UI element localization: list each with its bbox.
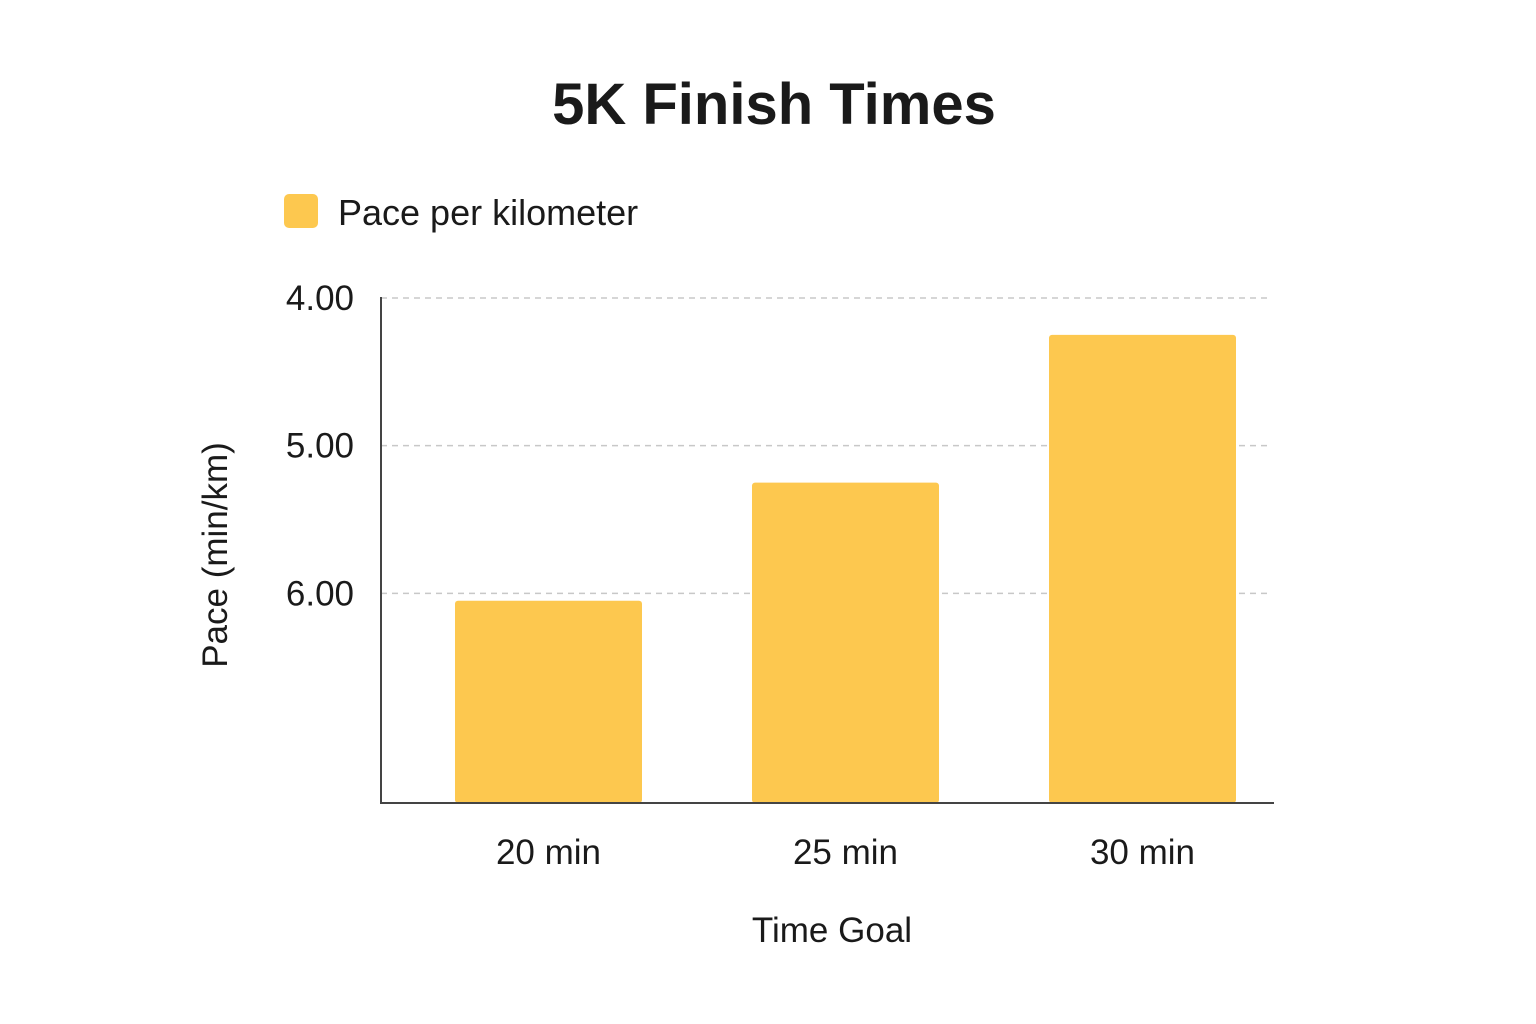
legend-swatch — [284, 194, 318, 228]
bar-20-min — [455, 600, 642, 803]
legend: Pace per kilometer — [284, 192, 638, 233]
bar-25-min — [752, 482, 939, 803]
chart-title: 5K Finish Times — [552, 72, 996, 137]
bars — [455, 334, 1236, 803]
x-tick-labels: 20 min 25 min 30 min — [496, 833, 1195, 872]
y-tick-labels: 4.00 5.00 6.00 — [286, 279, 354, 613]
bar-30-min — [1049, 334, 1236, 803]
x-axis-title: Time Goal — [752, 911, 912, 950]
x-tick-label: 30 min — [1090, 833, 1195, 872]
y-tick-label: 6.00 — [286, 574, 354, 613]
x-tick-label: 20 min — [496, 833, 601, 872]
legend-label: Pace per kilometer — [338, 192, 638, 233]
x-tick-label: 25 min — [793, 833, 898, 872]
y-tick-label: 5.00 — [286, 427, 354, 466]
y-axis-title: Pace (min/km) — [196, 442, 235, 668]
y-tick-label: 4.00 — [286, 279, 354, 318]
